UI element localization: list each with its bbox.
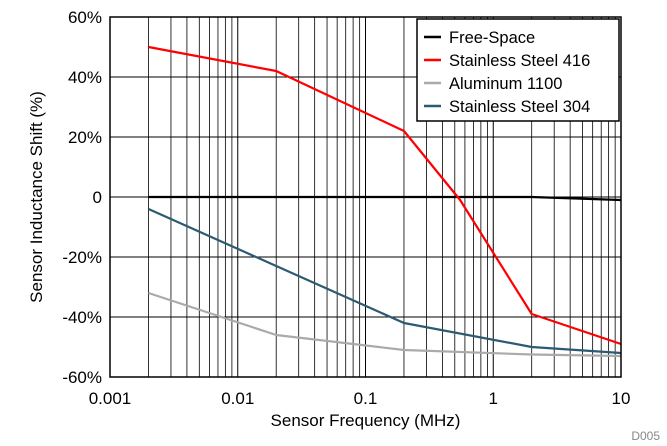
series-line-stainless-steel-304 — [148, 207, 622, 355]
tick-labels: 60% 40% 20% 0 -20% -40% -60% 0.001 0.01 0.1 1 10 — [62, 8, 630, 408]
y-tick-label: 0 — [93, 188, 102, 207]
legend-label-stainless-steel-304: Stainless Steel 304 — [449, 98, 590, 116]
series-line-stainless-steel-416 — [148, 45, 622, 346]
y-tick-label: 40% — [68, 68, 102, 87]
series-lines — [148, 45, 622, 358]
x-tick-label: 0.001 — [89, 389, 132, 408]
plot-frame — [109, 16, 622, 378]
y-tick-label: 60% — [68, 8, 102, 27]
y-axis-title: Sensor Inductance Shift (%) — [27, 91, 46, 303]
x-tick-label: 10 — [612, 389, 631, 408]
legend-box — [416, 18, 620, 122]
y-tick-label: -60% — [62, 368, 102, 387]
x-tick-label: 0.01 — [221, 389, 254, 408]
x-tick-label: 1 — [489, 389, 498, 408]
y-tick-label: 20% — [68, 128, 102, 147]
y-tick-label: -20% — [62, 248, 102, 267]
series-line-free-space — [148, 195, 622, 202]
x-tick-label: 0.1 — [354, 389, 378, 408]
y-tick-label: -40% — [62, 308, 102, 327]
legend: Free-Space Stainless Steel 416 Aluminum 11… — [416, 18, 620, 122]
legend-label-free-space: Free-Space — [449, 29, 535, 47]
series-line-aluminum-1100 — [148, 291, 622, 358]
legend-label-stainless-steel-416: Stainless Steel 416 — [449, 52, 590, 70]
x-axis-title: Sensor Frequency (MHz) — [271, 411, 461, 430]
legend-label-aluminum-1100: Aluminum 1100 — [449, 75, 562, 93]
figure-id-note: D005 — [631, 429, 660, 443]
